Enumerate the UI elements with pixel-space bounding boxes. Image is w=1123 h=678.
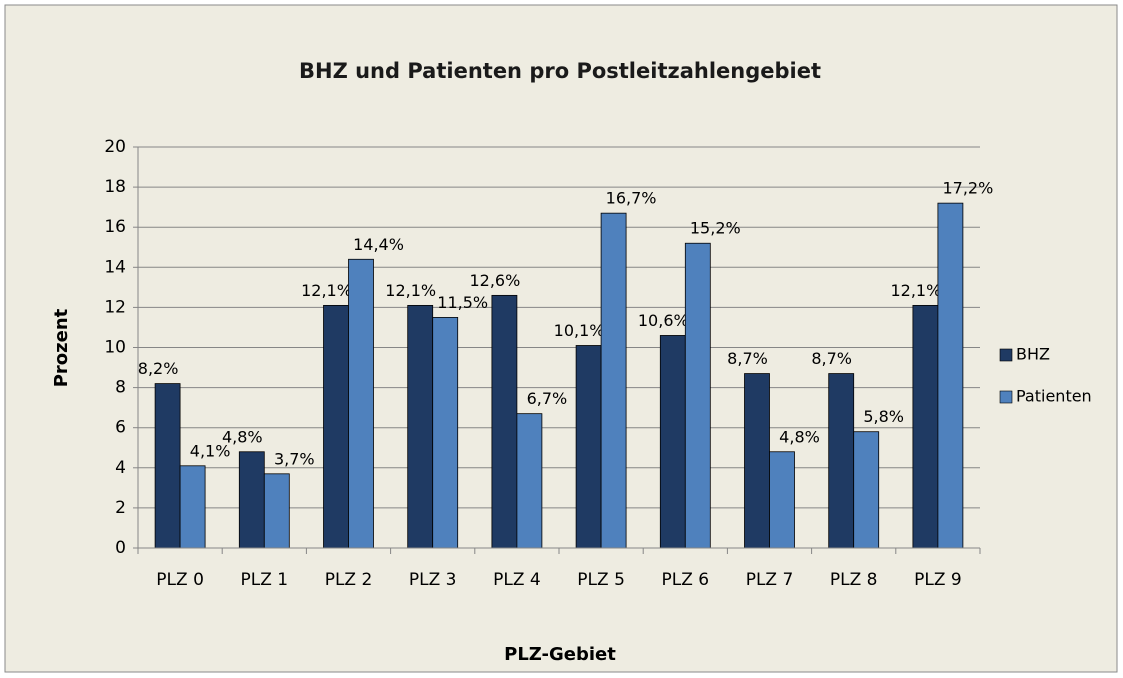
data-label: 3,7%: [274, 449, 315, 468]
data-label: 8,7%: [727, 349, 768, 368]
data-label: 14,4%: [353, 235, 404, 254]
y-tick-label: 4: [115, 458, 126, 478]
bar: [912, 304, 939, 549]
y-tick-label: 18: [104, 177, 126, 197]
x-tick-label: PLZ 8: [830, 570, 878, 590]
data-label: 12,1%: [301, 281, 352, 300]
y-tick-label: 20: [104, 137, 126, 157]
data-label: 17,2%: [942, 179, 993, 198]
bar: [348, 258, 374, 549]
y-tick-label: 14: [104, 257, 126, 277]
bar: [432, 317, 459, 549]
data-label: 6,7%: [527, 389, 568, 408]
bar: [937, 202, 964, 549]
y-tick-label: 12: [104, 297, 126, 317]
bar: [600, 212, 627, 549]
legend-swatch: [999, 348, 1013, 362]
x-tick-label: PLZ 6: [662, 570, 710, 590]
bar: [407, 304, 434, 549]
data-label: 10,1%: [554, 321, 605, 340]
y-tick-label: 8: [115, 378, 126, 398]
data-label: 16,7%: [606, 189, 657, 208]
y-tick-label: 10: [104, 338, 126, 358]
x-tick-label: PLZ 9: [914, 570, 962, 590]
legend-swatch: [999, 390, 1013, 404]
data-label: 4,1%: [190, 441, 231, 460]
bar: [154, 383, 181, 549]
bar: [263, 473, 290, 549]
data-label: 12,6%: [469, 271, 520, 290]
data-label: 12,1%: [385, 281, 436, 300]
data-label: 15,2%: [690, 219, 741, 238]
data-label: 4,8%: [222, 427, 263, 446]
bar: [684, 242, 711, 549]
y-axis-title: Prozent: [51, 308, 72, 387]
x-tick-label: PLZ 0: [156, 570, 204, 590]
y-tick-label: 16: [104, 217, 126, 237]
x-tick-label: PLZ 5: [577, 570, 625, 590]
data-label: 8,7%: [811, 349, 852, 368]
data-label: 8,2%: [138, 359, 179, 378]
data-label: 11,5%: [437, 293, 488, 312]
bar: [238, 451, 265, 549]
bar: [516, 413, 543, 549]
x-tick-label: PLZ 7: [746, 570, 794, 590]
data-label: 4,8%: [779, 427, 820, 446]
x-tick-label: PLZ 4: [493, 570, 541, 590]
legend-label: Patienten: [1016, 387, 1092, 406]
x-axis-title: PLZ-Gebiet: [504, 644, 616, 665]
chart-title: BHZ und Patienten pro Postleitzahlengebi…: [299, 59, 821, 83]
bar: [179, 465, 206, 549]
bar: [575, 345, 602, 549]
data-label: 10,6%: [638, 311, 689, 330]
bar: [744, 373, 770, 549]
y-tick-label: 0: [115, 538, 126, 558]
data-label: 5,8%: [863, 407, 904, 426]
y-tick-label: 6: [115, 418, 126, 438]
y-tick-label: 2: [115, 498, 126, 518]
x-tick-label: PLZ 2: [325, 570, 373, 590]
bar: [769, 451, 795, 549]
data-label: 12,1%: [890, 281, 941, 300]
x-tick-label: PLZ 3: [409, 570, 457, 590]
bar: [491, 294, 518, 549]
bar: [853, 431, 880, 549]
bar: [659, 335, 686, 549]
legend-label: BHZ: [1016, 345, 1050, 364]
bar: [323, 304, 349, 549]
bar: [828, 373, 855, 549]
x-tick-label: PLZ 1: [241, 570, 289, 590]
